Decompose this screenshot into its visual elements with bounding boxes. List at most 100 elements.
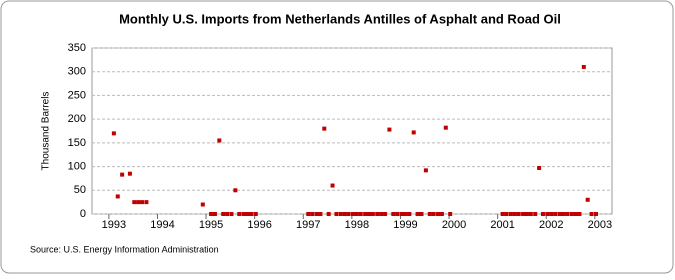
point	[508, 212, 513, 216]
x-tick-label: 1995	[199, 219, 223, 231]
point	[367, 212, 372, 216]
point	[391, 212, 396, 216]
point	[585, 197, 590, 202]
point	[350, 212, 355, 216]
point	[338, 212, 343, 216]
point	[326, 212, 331, 216]
point	[245, 212, 250, 216]
point	[439, 212, 444, 216]
x-tick-label: 1997	[296, 219, 320, 231]
point	[358, 212, 363, 216]
y-tick-label: 300	[68, 66, 86, 78]
point	[557, 212, 562, 216]
y-tick-label: 250	[68, 89, 86, 101]
point	[407, 212, 412, 216]
point	[512, 212, 517, 216]
x-tick-label: 1994	[150, 219, 174, 231]
point	[569, 212, 574, 216]
y-tick-label: 200	[68, 113, 86, 125]
point	[448, 212, 453, 216]
point	[322, 126, 327, 131]
point	[443, 125, 448, 130]
point	[115, 194, 120, 199]
point	[127, 171, 132, 176]
point	[310, 212, 315, 216]
point	[427, 212, 432, 216]
point	[363, 212, 368, 216]
point	[132, 200, 137, 205]
source: Source: U.S. Energy Information Administ…	[30, 244, 219, 254]
point	[120, 172, 125, 177]
point	[387, 127, 392, 132]
point	[330, 183, 335, 188]
point	[436, 212, 441, 216]
point	[249, 212, 254, 216]
point	[423, 168, 428, 173]
point	[533, 212, 538, 216]
point	[318, 212, 323, 216]
point	[140, 200, 145, 205]
point	[500, 212, 505, 216]
y-tick-label: 150	[68, 137, 86, 149]
point	[565, 212, 570, 216]
x-tick-label: 2003	[588, 219, 612, 231]
x-tick-label: 1999	[393, 219, 417, 231]
y-tick-label: 100	[68, 160, 86, 172]
point	[212, 212, 217, 216]
point	[225, 212, 230, 216]
point	[553, 212, 558, 216]
point	[306, 212, 311, 216]
point	[217, 138, 222, 143]
point	[233, 188, 238, 193]
point	[581, 64, 586, 69]
point	[504, 212, 509, 216]
point	[411, 130, 416, 135]
point	[540, 212, 545, 216]
point	[229, 212, 234, 216]
point	[221, 212, 226, 216]
point	[399, 212, 404, 216]
point	[577, 212, 582, 216]
y-tick-label: 350	[68, 42, 86, 54]
point	[549, 212, 554, 216]
point	[383, 212, 388, 216]
x-tick-label: 2001	[490, 219, 514, 231]
x-tick-label: 2000	[442, 219, 466, 231]
point	[253, 212, 258, 216]
point	[111, 131, 116, 136]
point	[370, 212, 375, 216]
point	[346, 212, 351, 216]
point	[589, 212, 594, 216]
point	[342, 212, 347, 216]
point	[528, 212, 533, 216]
point	[403, 212, 408, 216]
point	[354, 212, 359, 216]
x-tick-label: 2002	[539, 219, 563, 231]
point	[314, 212, 319, 216]
point	[545, 212, 550, 216]
point	[573, 212, 578, 216]
x-tick-label: 1998	[345, 219, 369, 231]
point	[561, 212, 566, 216]
y-tick-label: 0	[80, 208, 86, 220]
point	[516, 212, 521, 216]
point	[334, 212, 339, 216]
point	[419, 212, 424, 216]
point	[593, 212, 598, 216]
point	[521, 212, 526, 216]
point	[144, 200, 149, 205]
point	[524, 212, 529, 216]
x-tick-label: 1996	[247, 219, 271, 231]
y-tick-label: 50	[74, 184, 86, 196]
point	[200, 202, 205, 207]
point	[209, 212, 214, 216]
point	[537, 165, 542, 170]
y-axis-label: Thousand Barrels	[41, 92, 52, 171]
point	[241, 212, 246, 216]
point	[136, 200, 141, 205]
point	[395, 212, 400, 216]
point	[379, 212, 384, 216]
chart-title: Monthly U.S. Imports from Netherlands An…	[119, 11, 561, 26]
point	[375, 212, 380, 216]
